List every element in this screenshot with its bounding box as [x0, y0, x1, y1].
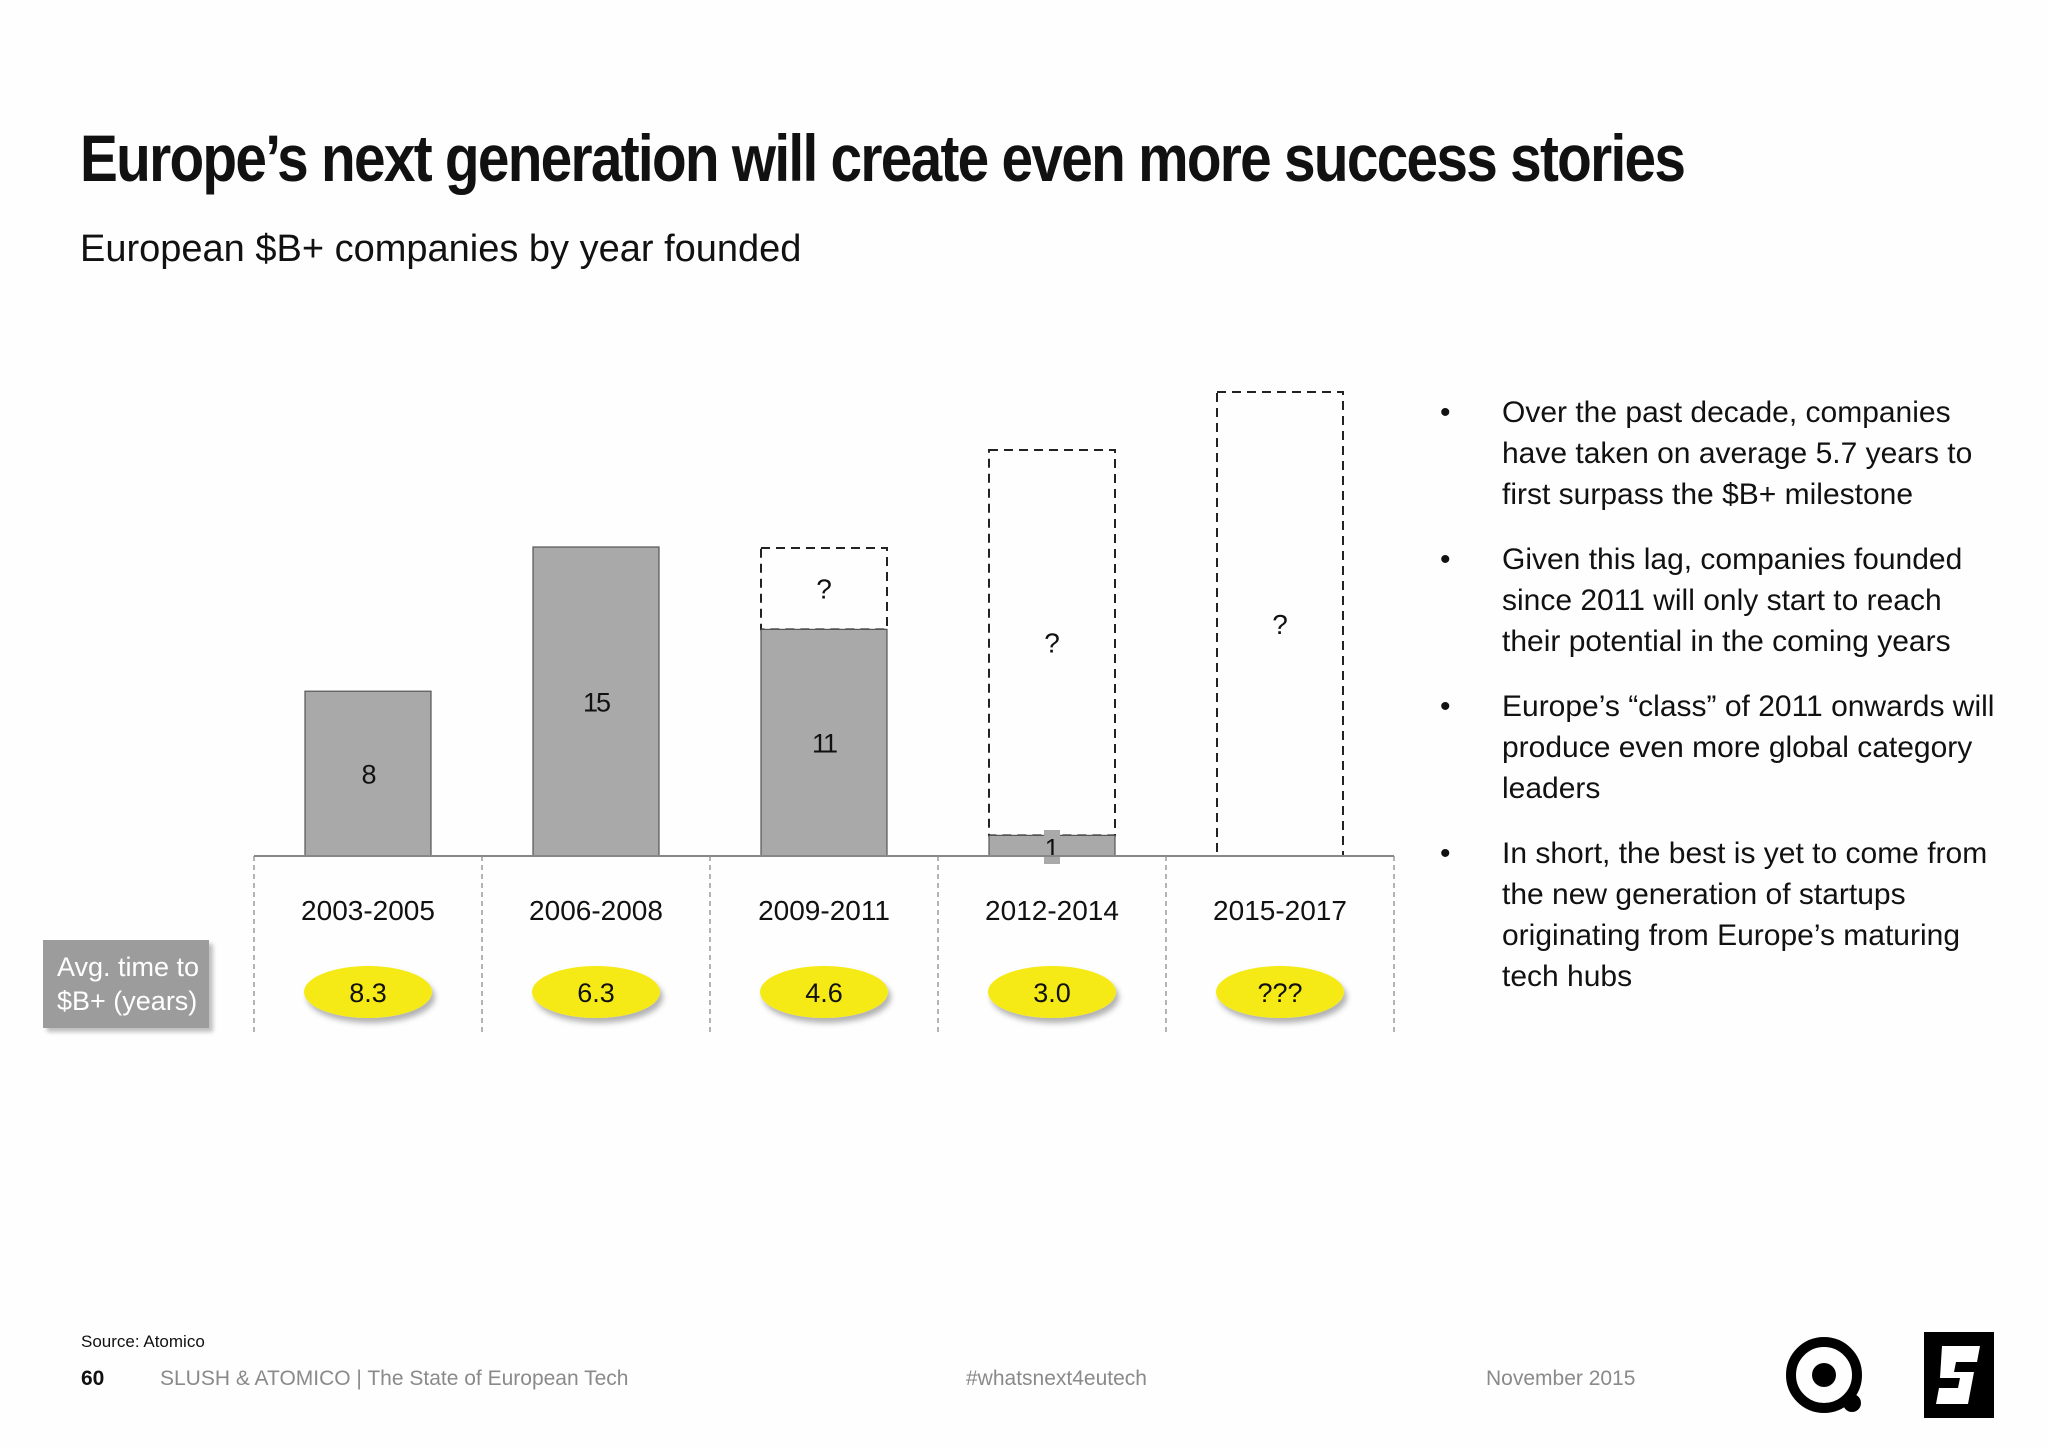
bar-value-label: 8: [361, 760, 375, 790]
bar: [532, 546, 660, 857]
category-label: 2006-2008: [529, 895, 663, 926]
projected-label: ?: [816, 574, 832, 605]
avg-time-value: 6.3: [577, 978, 615, 1008]
avg-time-bubble: [1216, 966, 1344, 1018]
avg-time-bubble: [988, 966, 1116, 1018]
avg-time-bubble: [760, 966, 888, 1018]
bar: [760, 628, 888, 857]
footer-brand: SLUSH & ATOMICO | The State of European …: [160, 1367, 629, 1390]
source-note: Source: Atomico: [81, 1332, 205, 1351]
category-label: 2003-2005: [301, 895, 435, 926]
avg-time-bubble: [532, 966, 660, 1018]
avg-time-bubble: [304, 966, 432, 1018]
avg-time-value: 3.0: [1033, 978, 1071, 1008]
chart-subtitle: European $B+ companies by year founded: [80, 228, 802, 270]
footer-hashtag: #whatsnext4eutech: [966, 1367, 1147, 1390]
avg-time-label: Avg. time to $B+ (years): [43, 940, 209, 1028]
avg-time-value: 8.3: [349, 978, 387, 1008]
bullet-item: Europe’s “class” of 2011 onwards will pr…: [1440, 686, 2000, 809]
bullet-item: Given this lag, companies founded since …: [1440, 539, 2000, 662]
bullet-item: In short, the best is yet to come from t…: [1440, 833, 2000, 997]
bar-value-label: 11: [812, 729, 837, 759]
category-label: 2009-2011: [758, 895, 890, 926]
avg-time-value: ???: [1257, 978, 1302, 1008]
page-title: Europe’s next generation will create eve…: [80, 121, 1686, 195]
category-label: 2015-2017: [1213, 895, 1347, 926]
bullet-item: Over the past decade, companies have tak…: [1440, 392, 2000, 515]
bar: [304, 690, 432, 857]
category-label: 2012-2014: [985, 895, 1119, 926]
slush-logo-icon: [1924, 1332, 1994, 1418]
projected-label: ?: [1044, 628, 1060, 659]
atomico-logo-icon: [1786, 1337, 1862, 1413]
bar-value-label: 15: [583, 688, 610, 718]
footer-date: November 2015: [1486, 1367, 1636, 1390]
avg-time-value: 4.6: [805, 978, 843, 1008]
bullet-list: Over the past decade, companies have tak…: [1440, 392, 2000, 1021]
projected-label: ?: [1272, 609, 1288, 640]
page-number: 60: [81, 1367, 105, 1390]
bar-value-label: 1: [1045, 833, 1059, 863]
